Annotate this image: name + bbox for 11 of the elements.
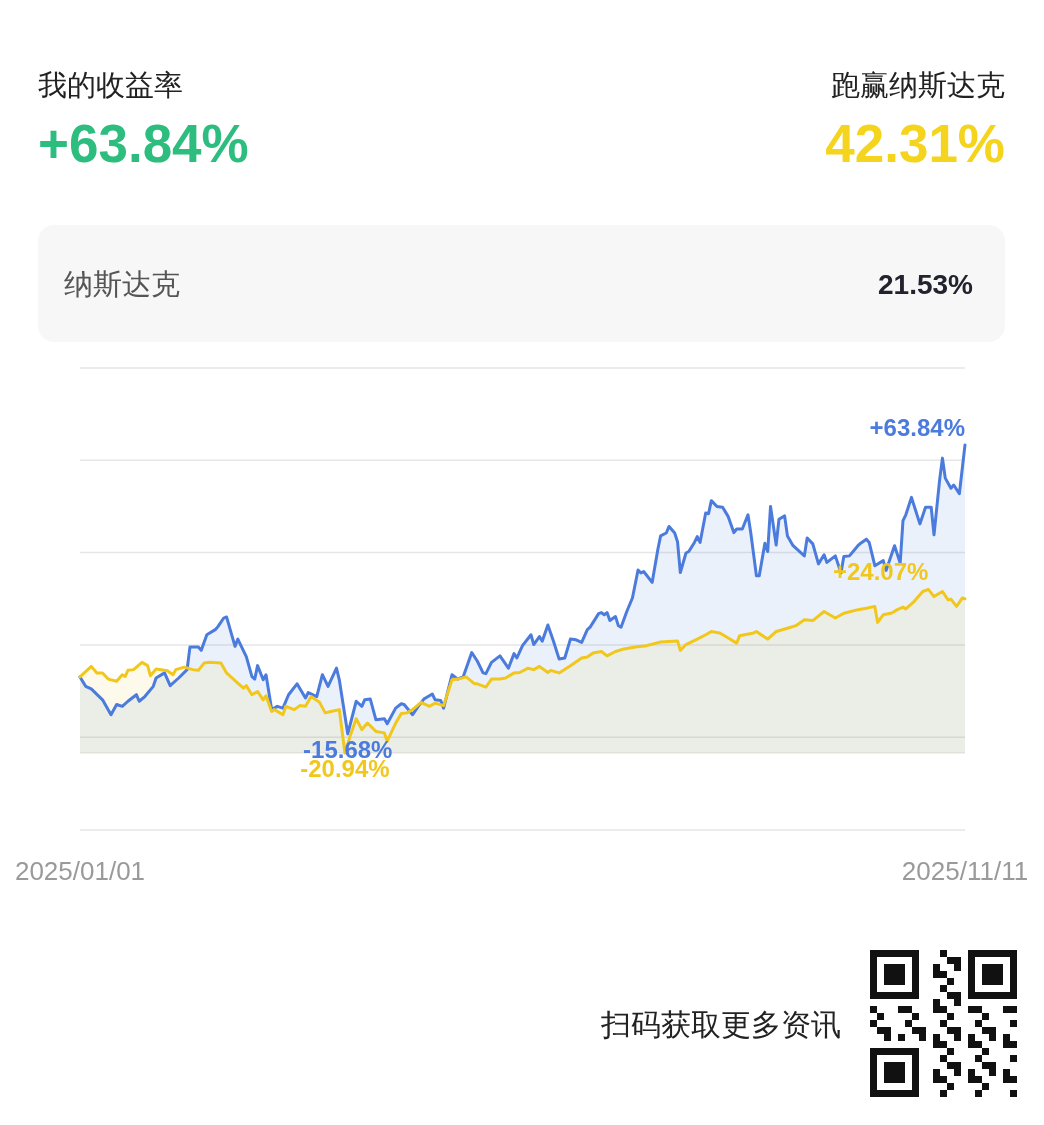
text: 21.53% bbox=[878, 269, 974, 300]
text: 扫码获取更多资讯 bbox=[600, 1008, 841, 1041]
text: 纳斯达克 bbox=[64, 268, 180, 300]
text: 42.31% bbox=[825, 114, 1005, 173]
text: 我的收益率 bbox=[38, 69, 183, 101]
x-tick-label: 2025/01/01 bbox=[14, 856, 146, 886]
data-label: +63.84% bbox=[869, 413, 965, 441]
x-tick-label: 2025/11/11 bbox=[901, 856, 1029, 886]
data-label: +24.07% bbox=[832, 558, 929, 586]
text: 跑赢纳斯达克 bbox=[831, 69, 1005, 101]
text: +63.84% bbox=[38, 114, 249, 173]
